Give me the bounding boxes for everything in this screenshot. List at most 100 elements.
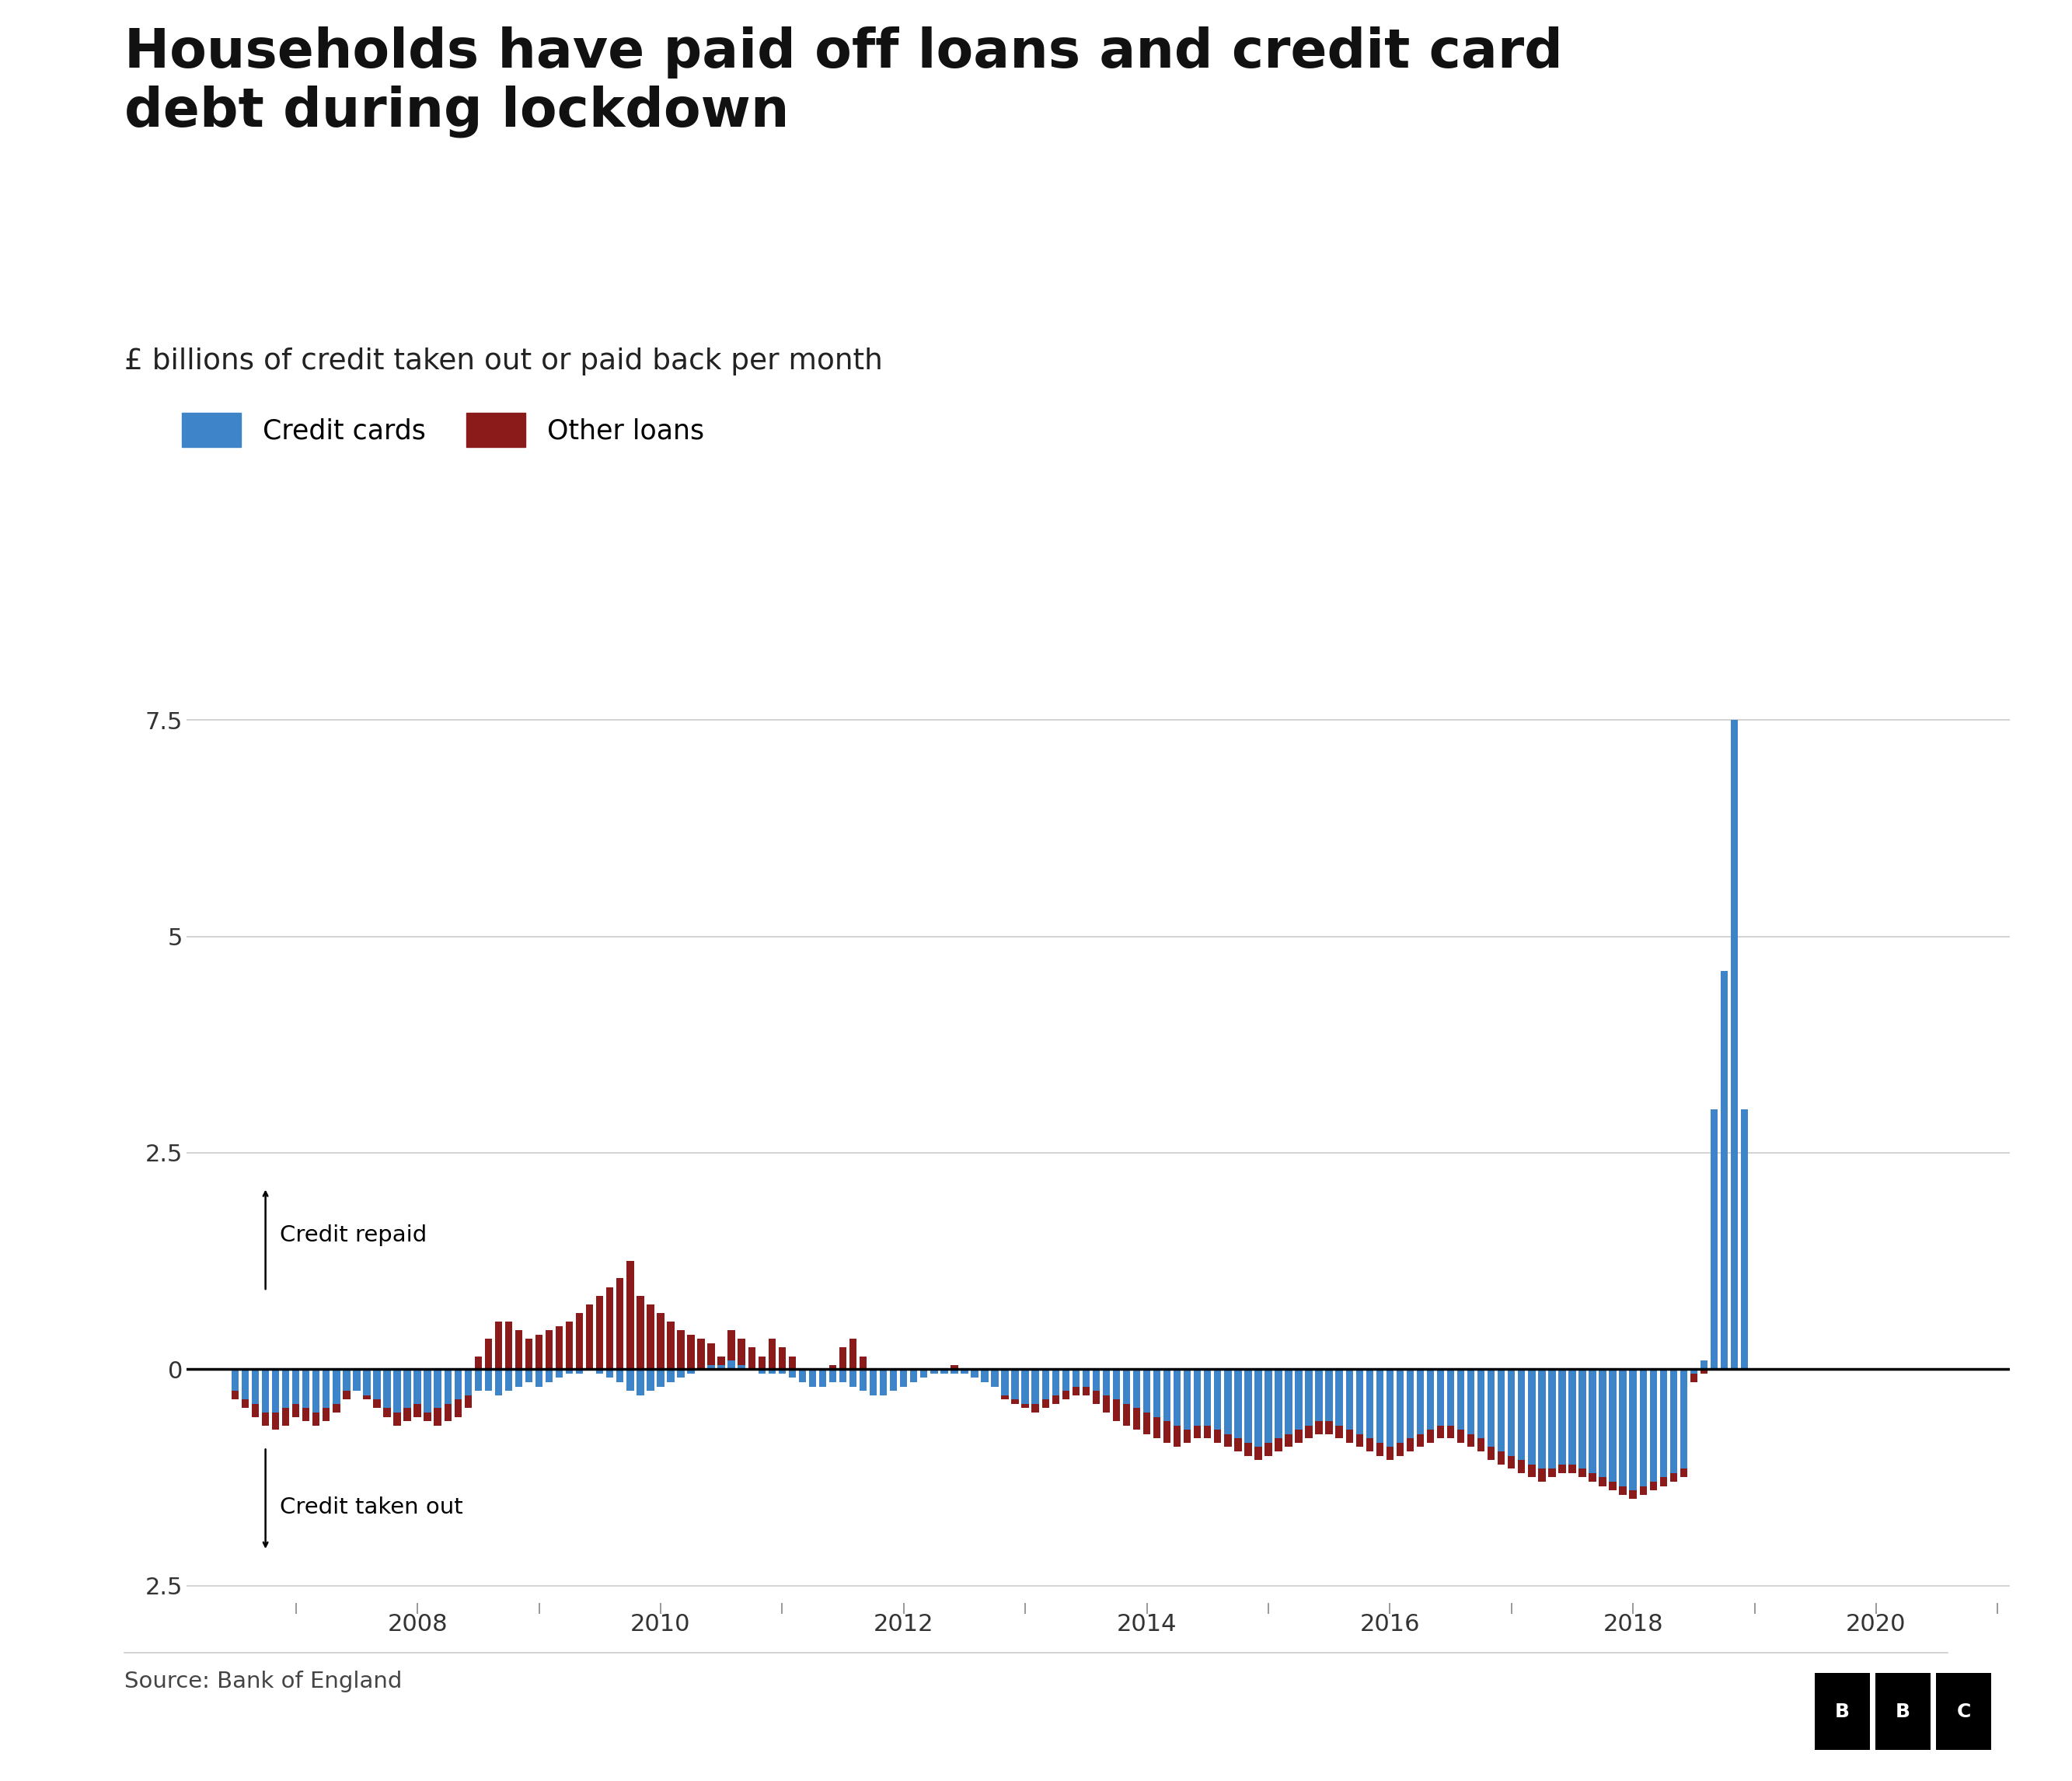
Text: 2020: 2020 <box>1846 1614 1906 1635</box>
Bar <box>1162 1370 1171 1421</box>
Bar <box>1537 1370 1546 1482</box>
Bar <box>303 1370 309 1421</box>
Bar <box>930 1370 939 1373</box>
Bar <box>1345 1370 1353 1443</box>
Bar <box>586 1304 593 1370</box>
Bar <box>383 1370 392 1418</box>
Bar <box>1417 1370 1423 1434</box>
Bar <box>808 1370 816 1387</box>
Bar <box>1649 1370 1658 1491</box>
Bar <box>1498 1370 1504 1452</box>
Bar <box>1183 1370 1191 1430</box>
Bar <box>1376 1370 1384 1455</box>
Bar <box>1680 1370 1687 1469</box>
Bar <box>414 1370 421 1403</box>
Bar <box>323 1370 329 1421</box>
Bar <box>1730 720 1738 1370</box>
Bar <box>454 1370 462 1418</box>
Bar <box>839 1370 847 1382</box>
Bar <box>1457 1370 1465 1430</box>
Bar <box>1214 1370 1220 1443</box>
Bar <box>1274 1370 1283 1452</box>
Bar <box>1021 1370 1030 1403</box>
Bar <box>1173 1370 1181 1425</box>
Bar <box>667 1370 673 1382</box>
Bar <box>808 1370 816 1378</box>
Bar <box>1579 1370 1585 1478</box>
Bar <box>292 1370 300 1418</box>
Bar <box>1660 1370 1668 1478</box>
Bar <box>1670 1370 1676 1473</box>
Bar <box>1527 1370 1535 1478</box>
Bar <box>860 1370 866 1391</box>
Bar <box>678 1370 684 1378</box>
Bar <box>383 1370 392 1409</box>
Bar <box>342 1370 350 1391</box>
Bar <box>1488 1370 1494 1448</box>
Bar <box>1235 1370 1241 1439</box>
Bar <box>1386 1370 1394 1460</box>
Bar <box>394 1370 400 1412</box>
Bar <box>352 1370 361 1391</box>
Bar <box>1316 1370 1322 1421</box>
Bar <box>464 1370 472 1395</box>
Bar <box>1305 1370 1312 1439</box>
Text: Credit taken out: Credit taken out <box>280 1496 464 1519</box>
Bar <box>1144 1370 1150 1434</box>
Bar <box>1042 1370 1048 1400</box>
Bar <box>1032 1370 1038 1412</box>
Bar <box>727 1361 736 1370</box>
Bar <box>313 1370 319 1425</box>
Bar <box>961 1370 968 1373</box>
Bar <box>899 1370 908 1387</box>
Bar <box>1193 1370 1202 1425</box>
Bar <box>303 1370 309 1409</box>
Bar <box>1154 1370 1160 1418</box>
Bar <box>1649 1370 1658 1482</box>
Bar <box>1720 1197 1728 1370</box>
Bar <box>881 1370 887 1378</box>
Bar <box>667 1322 673 1370</box>
Bar <box>1123 1370 1129 1425</box>
Bar <box>889 1370 897 1382</box>
Bar <box>1274 1370 1283 1439</box>
Bar <box>495 1322 501 1370</box>
Bar <box>1082 1370 1090 1395</box>
Text: 2010: 2010 <box>630 1614 690 1635</box>
Bar <box>1285 1370 1293 1448</box>
Bar <box>980 1370 988 1382</box>
Bar <box>1407 1370 1413 1452</box>
Bar <box>1245 1370 1251 1443</box>
Bar <box>1629 1370 1637 1491</box>
Bar <box>516 1370 522 1387</box>
Bar <box>990 1370 999 1387</box>
Bar <box>941 1370 947 1373</box>
Bar <box>433 1370 441 1409</box>
Bar <box>443 1370 452 1421</box>
Text: £ billions of credit taken out or paid back per month: £ billions of credit taken out or paid b… <box>124 347 883 376</box>
Bar <box>323 1370 329 1409</box>
Bar <box>607 1288 613 1370</box>
FancyBboxPatch shape <box>1875 1672 1931 1751</box>
FancyBboxPatch shape <box>1935 1672 1991 1751</box>
Bar <box>779 1370 785 1373</box>
Bar <box>373 1370 381 1400</box>
Bar <box>646 1370 655 1391</box>
Bar <box>485 1370 491 1391</box>
Bar <box>1386 1370 1394 1448</box>
Bar <box>818 1370 827 1373</box>
Bar <box>555 1370 564 1378</box>
Bar <box>798 1370 806 1373</box>
Bar <box>1508 1370 1515 1455</box>
Bar <box>1417 1370 1423 1448</box>
Bar <box>1610 1370 1616 1482</box>
Bar <box>251 1370 259 1418</box>
Bar <box>980 1370 988 1378</box>
Bar <box>1082 1370 1090 1387</box>
Bar <box>1548 1370 1556 1469</box>
Bar <box>545 1330 553 1370</box>
Bar <box>1600 1370 1606 1478</box>
Bar <box>1193 1370 1202 1439</box>
Bar <box>313 1370 319 1412</box>
Bar <box>910 1370 918 1382</box>
